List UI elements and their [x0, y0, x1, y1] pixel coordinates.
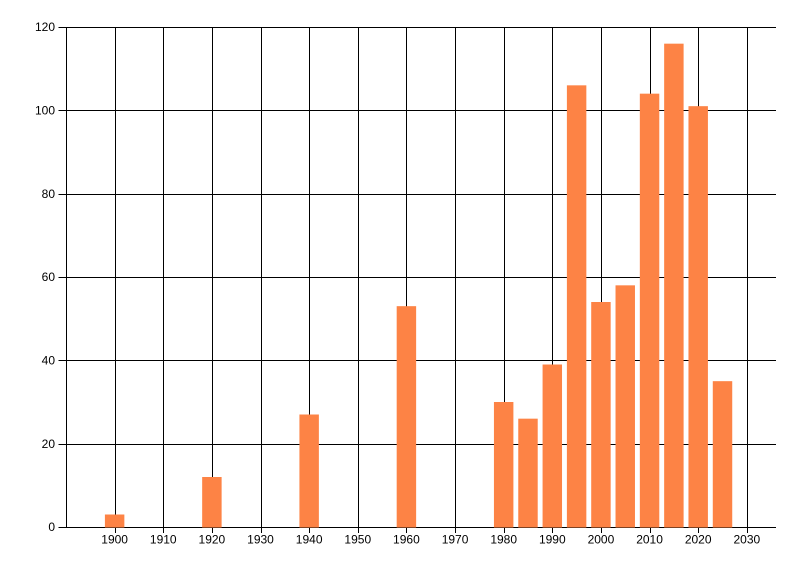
bar-2005: [615, 285, 635, 528]
y-tick-label: 80: [42, 187, 56, 201]
x-tick-label: 1990: [539, 533, 566, 547]
x-tick-label: 1920: [199, 533, 226, 547]
x-tick-label: 1950: [344, 533, 371, 547]
bar-1940: [299, 414, 319, 528]
x-tick-label: 1970: [442, 533, 469, 547]
x-tick-label: 1930: [247, 533, 274, 547]
bar-1980: [493, 402, 514, 528]
bar-1960: [396, 306, 417, 528]
y-tick-label: 20: [42, 437, 56, 451]
bar-2010: [639, 93, 660, 528]
bar-2000: [591, 302, 611, 528]
x-tick-label: 1940: [296, 533, 323, 547]
bar-1900: [104, 514, 125, 528]
bar-2025: [712, 381, 733, 528]
y-tick-label: 120: [35, 20, 55, 34]
y-tick-label: 100: [35, 104, 55, 118]
bar-1920: [202, 477, 222, 528]
y-tick-label: 60: [42, 270, 56, 284]
bar-1990: [542, 364, 563, 528]
bar-2020: [688, 106, 708, 528]
x-tick-label: 1960: [393, 533, 420, 547]
y-tick-label: 40: [42, 354, 56, 368]
x-tick-label: 2030: [733, 533, 760, 547]
x-tick-label: 1900: [101, 533, 128, 547]
x-tick-label: 2010: [636, 533, 663, 547]
x-tick-label: 1980: [490, 533, 517, 547]
x-tick-label: 2000: [588, 533, 615, 547]
bar-2015: [664, 43, 684, 528]
x-tick-label: 1910: [150, 533, 177, 547]
x-tick-label: 2020: [685, 533, 712, 547]
bar-1995: [566, 85, 587, 528]
bar-1985: [518, 418, 538, 528]
y-tick-label: 0: [48, 520, 55, 534]
